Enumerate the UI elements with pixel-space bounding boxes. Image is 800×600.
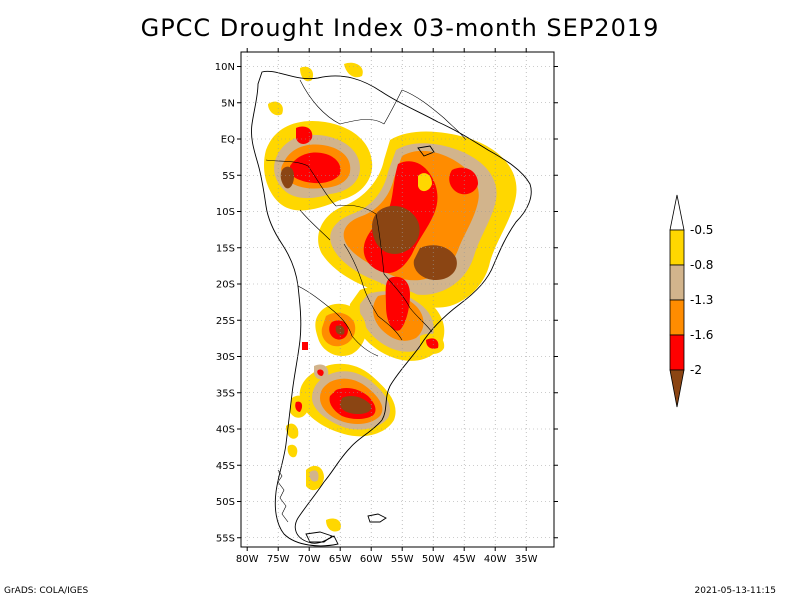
legend-bottom-arrow [669,369,685,408]
color-legend: -0.5 -0.8 -1.3 -1.6 -2 [669,194,713,408]
map-title: GPCC Drought Index 03-month SEP2019 [140,14,660,42]
lon-tick-label: 35W [515,554,538,565]
coastlines-and-borders [251,70,532,547]
lat-tick-label: 10N [215,62,235,73]
legend-label-3: -1.3 [690,293,713,307]
region-northwest-amazon [263,62,373,211]
lat-tick-label: 35S [216,388,235,399]
region-parana-basin [315,276,445,361]
legend-label-4: -1.6 [690,328,713,342]
drought-fields [263,62,517,532]
legend-swatch-3 [669,299,685,336]
lat-tick-label: 15S [216,243,235,254]
falklands [367,513,387,523]
grid-lines [241,52,554,547]
lat-tick-label: 25S [216,316,235,327]
legend-label-2: -0.8 [690,258,713,272]
legend-swatch-4 [669,334,685,371]
legend-top-arrow [669,194,685,231]
timestamp: 2021-05-13-11:15 [694,586,777,596]
lon-tick-label: 70W [298,554,321,565]
lon-tick-label: 40W [484,554,507,565]
legend-swatch-1 [669,229,685,266]
legend-label-1: -0.5 [690,223,713,237]
lon-tick-label: 55W [391,554,414,565]
legend-label-5: -2 [690,363,702,377]
lat-tick-label: 20S [216,280,235,291]
marajo-island [417,145,435,157]
lat-tick-label: 50S [216,497,235,508]
latitude-axis: 10N 5N EQ 5S 10S 15S 20S 25S 30S 35S 40S 45S 50S 55S [215,62,558,544]
country-borders [265,79,467,357]
continent-outline [251,70,532,547]
region-pampas [290,363,396,437]
lat-tick-label: 30S [216,352,235,363]
legend-swatch-2 [669,264,685,301]
plot-frame [240,51,555,548]
lon-tick-label: 45W [453,554,476,565]
lon-tick-label: 75W [267,554,290,565]
lat-tick-label: 5N [221,98,235,109]
lon-tick-label: 60W [360,554,383,565]
lon-tick-label: 65W [329,554,352,565]
lat-tick-label: 45S [216,461,235,472]
chilean-archipelago [277,469,289,523]
lat-tick-label: 55S [216,533,235,544]
lat-tick-label: 40S [216,425,235,436]
region-patagonia [286,342,341,532]
lon-tick-label: 80W [236,554,259,565]
lat-tick-label: EQ [221,135,235,146]
lat-tick-label: 5S [222,171,235,182]
lon-tick-label: 50W [422,554,445,565]
longitude-axis: 80W 75W 70W 65W 60W 55W 50W 45W 40W 35W [236,48,538,565]
lat-tick-label: 10S [216,207,235,218]
grads-credit: GrADS: COLA/IGES [4,586,89,596]
